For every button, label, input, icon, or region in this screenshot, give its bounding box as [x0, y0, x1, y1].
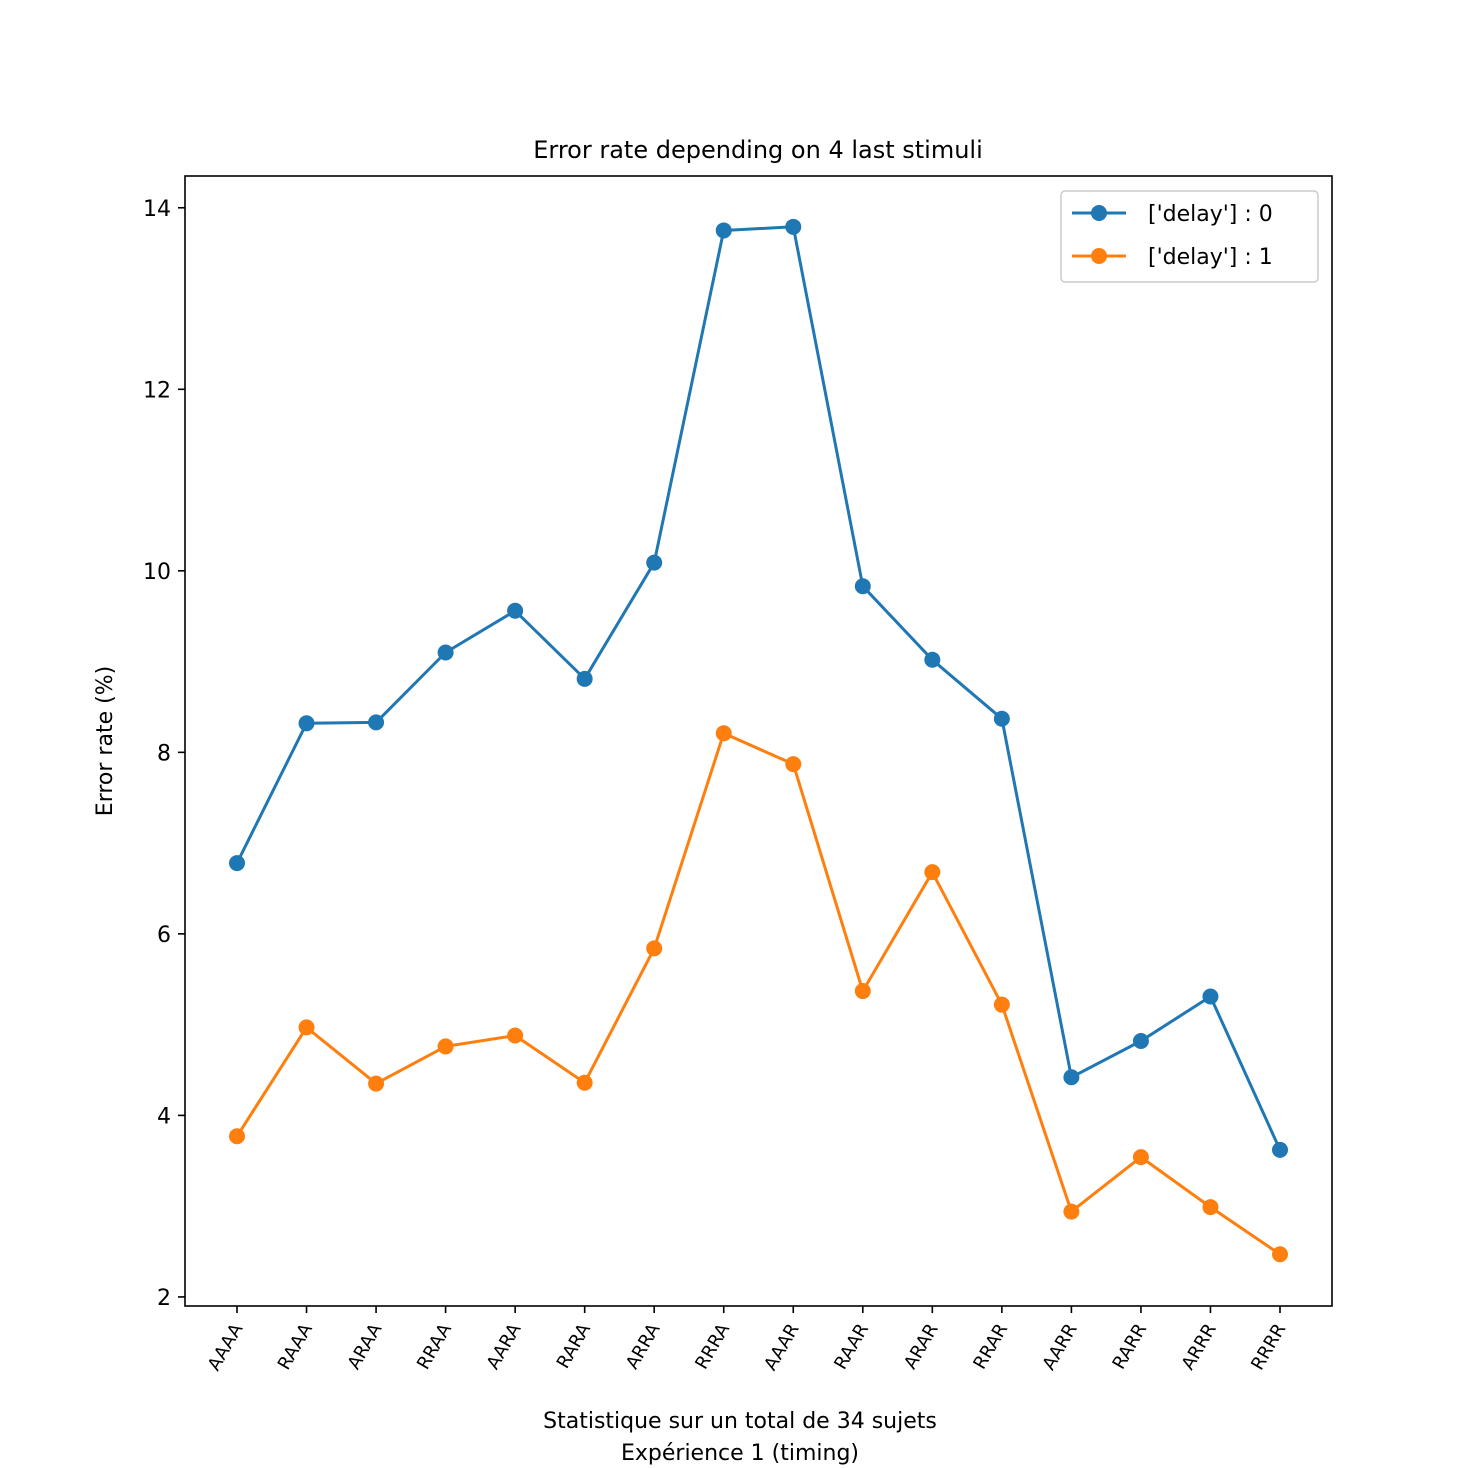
- data-point-delay-1: [715, 725, 732, 742]
- data-point-delay-0: [715, 222, 732, 239]
- data-point-delay-0: [576, 670, 593, 687]
- x-tick-label: RARR: [1109, 1320, 1152, 1373]
- legend-marker-delay-0: [1091, 205, 1107, 221]
- data-point-delay-1: [229, 1128, 245, 1145]
- x-tick-label: RAAR: [830, 1320, 873, 1373]
- y-tick-label: 2: [157, 1286, 171, 1311]
- x-tick-label: ARAA: [344, 1319, 387, 1373]
- data-point-delay-0: [993, 710, 1010, 727]
- x-axis: AAAA RAAA ARAA RRAA AARA RARA ARRA RRRA AAAR RAAR…: [204, 1306, 1290, 1374]
- legend-label-delay-0: ['delay'] : 0: [1148, 202, 1273, 227]
- y-tick-label: 4: [157, 1104, 171, 1129]
- x-tick-label: AARR: [1038, 1320, 1081, 1374]
- data-point-delay-1: [1063, 1203, 1080, 1220]
- data-point-delay-1: [1202, 1199, 1219, 1216]
- y-axis: 2 4 6 8 10 12 14: [143, 197, 185, 1311]
- legend-label-delay-1: ['delay'] : 1: [1148, 245, 1273, 270]
- x-tick-label: ARAR: [900, 1320, 943, 1373]
- data-point-delay-0: [1063, 1069, 1080, 1086]
- y-tick-label: 12: [143, 378, 171, 403]
- series-line-delay-0: [235, 225, 1282, 1151]
- data-point-delay-1: [1132, 1149, 1149, 1166]
- x-axis-label-line2: Expérience 1 (timing): [621, 1441, 859, 1466]
- data-point-delay-0: [229, 855, 245, 872]
- data-point-delay-0: [924, 651, 941, 668]
- x-tick-label: RRAR: [969, 1320, 1012, 1373]
- data-point-delay-0: [646, 554, 663, 571]
- data-point-delay-0: [1272, 1141, 1288, 1158]
- x-tick-label: RRRA: [691, 1319, 734, 1373]
- y-axis-label: Error rate (%): [93, 666, 118, 816]
- data-point-delay-0: [368, 714, 385, 731]
- data-point-delay-0: [1202, 988, 1219, 1005]
- data-point-delay-1: [576, 1074, 593, 1091]
- data-point-delay-1: [368, 1075, 385, 1092]
- data-point-delay-0: [1132, 1032, 1149, 1049]
- data-point-delay-1: [507, 1027, 524, 1044]
- data-point-delay-0: [437, 644, 454, 661]
- legend: ['delay'] : 0 ['delay'] : 1: [1060, 190, 1319, 283]
- x-tick-label: RRRR: [1247, 1320, 1290, 1374]
- data-point-delay-1: [924, 864, 941, 881]
- data-point-delay-1: [437, 1038, 454, 1055]
- plot-frame: [184, 175, 1333, 1307]
- x-tick-label: ARRA: [622, 1319, 665, 1372]
- chart-title: Error rate depending on 4 last stimuli: [533, 136, 983, 164]
- data-point-delay-0: [854, 578, 871, 595]
- y-tick-label: 6: [157, 923, 171, 948]
- x-tick-label: RRAA: [413, 1319, 456, 1373]
- x-tick-label: AARA: [483, 1319, 526, 1373]
- data-point-delay-0: [785, 218, 802, 235]
- data-point-delay-0: [507, 602, 524, 619]
- series-line-delay-1: [235, 731, 1281, 1256]
- data-point-delay-1: [785, 756, 802, 773]
- x-axis-label-line1: Statistique sur un total de 34 sujets: [543, 1409, 937, 1434]
- data-point-delay-1: [646, 940, 663, 957]
- x-tick-label: RAAA: [274, 1319, 317, 1373]
- plot-content: [229, 218, 1288, 1263]
- x-tick-label: RARA: [553, 1319, 596, 1372]
- data-point-delay-1: [854, 983, 871, 1000]
- y-tick-label: 14: [143, 197, 171, 222]
- legend-marker-delay-1: [1091, 248, 1107, 264]
- data-point-delay-1: [993, 996, 1010, 1013]
- x-tick-label: AAAA: [204, 1319, 248, 1374]
- data-point-delay-1: [1272, 1246, 1288, 1263]
- x-tick-label: AAAR: [760, 1320, 803, 1374]
- data-point-delay-1: [298, 1019, 315, 1036]
- data-point-delay-0: [298, 715, 315, 732]
- y-tick-label: 10: [143, 560, 171, 585]
- x-tick-label: ARRR: [1178, 1320, 1221, 1374]
- y-tick-label: 8: [157, 741, 171, 766]
